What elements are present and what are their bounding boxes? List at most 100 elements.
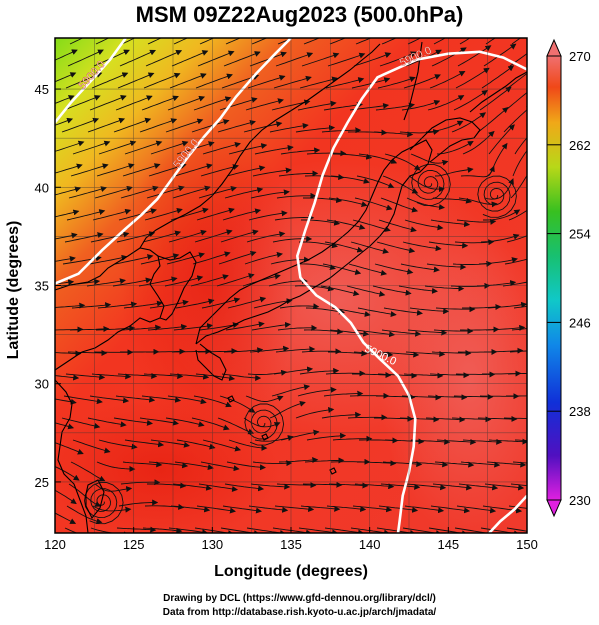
streamline: [409, 307, 450, 315]
streamline: [357, 460, 397, 467]
streamline: [432, 197, 473, 204]
streamline: [55, 95, 75, 104]
streamline: [301, 348, 342, 355]
colorbar: 270 262 254 246 238 230: [546, 38, 591, 518]
streamline: [218, 250, 257, 265]
streamline: [296, 263, 336, 271]
streamline: [503, 104, 527, 133]
streamline: [249, 51, 287, 67]
streamline: [222, 505, 262, 514]
streamline: [277, 324, 318, 331]
streamline: [191, 417, 230, 431]
grid-lines: [55, 38, 527, 533]
streamline: [431, 350, 472, 357]
streamline: [121, 38, 136, 45]
streamline: [326, 219, 366, 230]
streamline: [276, 482, 317, 489]
streamline: [399, 129, 440, 135]
streamline: [139, 118, 178, 133]
contour-line: [488, 494, 527, 533]
streamline: [216, 273, 255, 287]
streamline: [429, 71, 466, 89]
streamline: [253, 298, 293, 309]
streamline: [217, 119, 256, 133]
x-tick-label: 150: [516, 537, 538, 552]
streamline: [271, 384, 311, 397]
y-tick-label: 25: [35, 475, 49, 490]
streamline: [96, 163, 135, 177]
streamline: [486, 461, 527, 468]
streamline: [248, 210, 288, 221]
colorbar-tick-label: 246: [569, 315, 591, 330]
streamline: [380, 197, 419, 213]
streamline: [69, 326, 110, 333]
streamline: [329, 38, 347, 45]
streamline: [64, 527, 78, 533]
streamline: [405, 350, 446, 357]
streamline: [404, 219, 444, 231]
streamline: [427, 394, 468, 401]
streamline: [270, 256, 310, 265]
streamline: [404, 505, 445, 514]
streamline: [381, 329, 422, 337]
vortex-swirl: [84, 482, 124, 525]
streamline: [147, 482, 187, 489]
streamline: [88, 254, 128, 265]
streamline: [117, 72, 155, 89]
streamline: [512, 150, 527, 177]
streamline: [374, 263, 414, 275]
streamline: [354, 483, 395, 490]
streamline: [352, 505, 393, 513]
streamline: [400, 263, 440, 273]
streamline: [141, 95, 179, 111]
streamline: [384, 153, 421, 171]
streamline: [246, 231, 286, 243]
streamline: [484, 483, 525, 491]
streamline: [118, 499, 159, 507]
streamline: [488, 438, 527, 445]
streamline: [299, 76, 339, 89]
streamline: [511, 328, 527, 331]
streamline: [398, 285, 438, 294]
streamline: [477, 415, 518, 422]
streamline: [61, 117, 100, 133]
streamline: [147, 38, 163, 45]
streamline: [277, 38, 295, 45]
streamline: [142, 527, 183, 533]
streamline: [348, 263, 388, 276]
streamline: [144, 207, 183, 221]
streamline: [506, 395, 527, 397]
streamline: [55, 163, 83, 174]
streamline: [63, 95, 101, 111]
streamline: [453, 90, 488, 111]
streamline: [485, 324, 526, 331]
streamline: [199, 322, 239, 331]
streamline: [326, 505, 367, 513]
streamline: [274, 505, 315, 513]
streamline: [61, 417, 101, 429]
streamline: [273, 75, 312, 89]
streamline: [55, 117, 74, 126]
streamline: [453, 393, 494, 400]
streamline: [176, 439, 216, 450]
streamline: [278, 457, 319, 464]
streamline: [433, 328, 474, 335]
streamline: [458, 483, 499, 491]
streamline: [352, 219, 391, 232]
streamline: [71, 302, 112, 309]
streamline: [169, 73, 207, 89]
streamline: [55, 49, 78, 61]
y-tick-label: 30: [35, 377, 49, 392]
streamline: [486, 142, 508, 177]
streamline: [299, 367, 340, 375]
streamline: [55, 442, 84, 455]
credit-drawing: Drawing by DCL (https://www.gfd-dennou.o…: [163, 593, 436, 604]
streamline: [505, 91, 527, 111]
streamline: [384, 438, 425, 445]
streamline: [477, 107, 509, 133]
streamline: [479, 86, 512, 111]
streamline: [320, 285, 360, 297]
streamline: [55, 512, 77, 524]
streamline: [456, 505, 497, 514]
streamline: [306, 432, 347, 441]
